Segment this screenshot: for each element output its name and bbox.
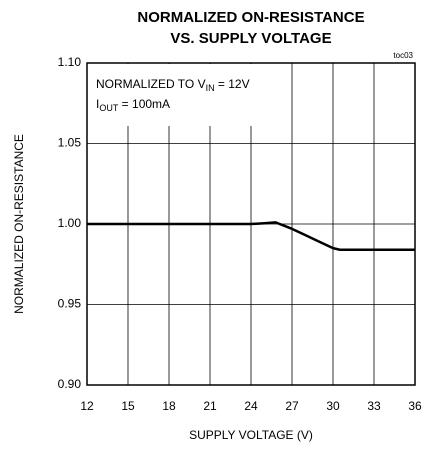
x-axis-label: SUPPLY VOLTAGE (V): [189, 428, 313, 442]
annotation: IOUT = 100mA: [96, 97, 170, 113]
y-axis-label: NORMALIZED ON-RESISTANCE: [12, 134, 26, 314]
annotation: NORMALIZED TO VIN = 12V: [96, 77, 250, 93]
data-line: [87, 221, 415, 252]
annotation-text: I: [96, 97, 99, 111]
annotation-text: = 12V: [215, 77, 250, 91]
chart-title: NORMALIZED ON-RESISTANCE: [137, 9, 364, 26]
annotation-text: = 100mA: [118, 97, 170, 111]
annotation-text: NORMALIZED TO V: [96, 77, 206, 91]
y-tick-label: 1.00: [58, 216, 82, 230]
figure-id: toc03: [393, 51, 413, 60]
x-tick-label: 30: [326, 399, 340, 413]
subscript: IN: [206, 83, 215, 93]
x-tick-label: 27: [285, 399, 299, 413]
x-tick-label: 36: [408, 399, 422, 413]
x-tick-label: 33: [367, 399, 381, 413]
y-tick-label: 1.05: [58, 136, 82, 150]
y-tick-label: 1.10: [58, 55, 82, 69]
x-tick-label: 18: [162, 399, 176, 413]
chart-title: VS. SUPPLY VOLTAGE: [170, 30, 331, 47]
y-tick-label: 0.90: [58, 377, 82, 391]
x-tick-label: 12: [80, 399, 94, 413]
x-tick-label: 15: [121, 399, 135, 413]
y-tick-label: 0.95: [58, 297, 82, 311]
annotation-box: [88, 64, 253, 126]
subscript: OUT: [99, 103, 119, 113]
x-tick-label: 24: [244, 399, 258, 413]
x-tick-label: 21: [203, 399, 217, 413]
